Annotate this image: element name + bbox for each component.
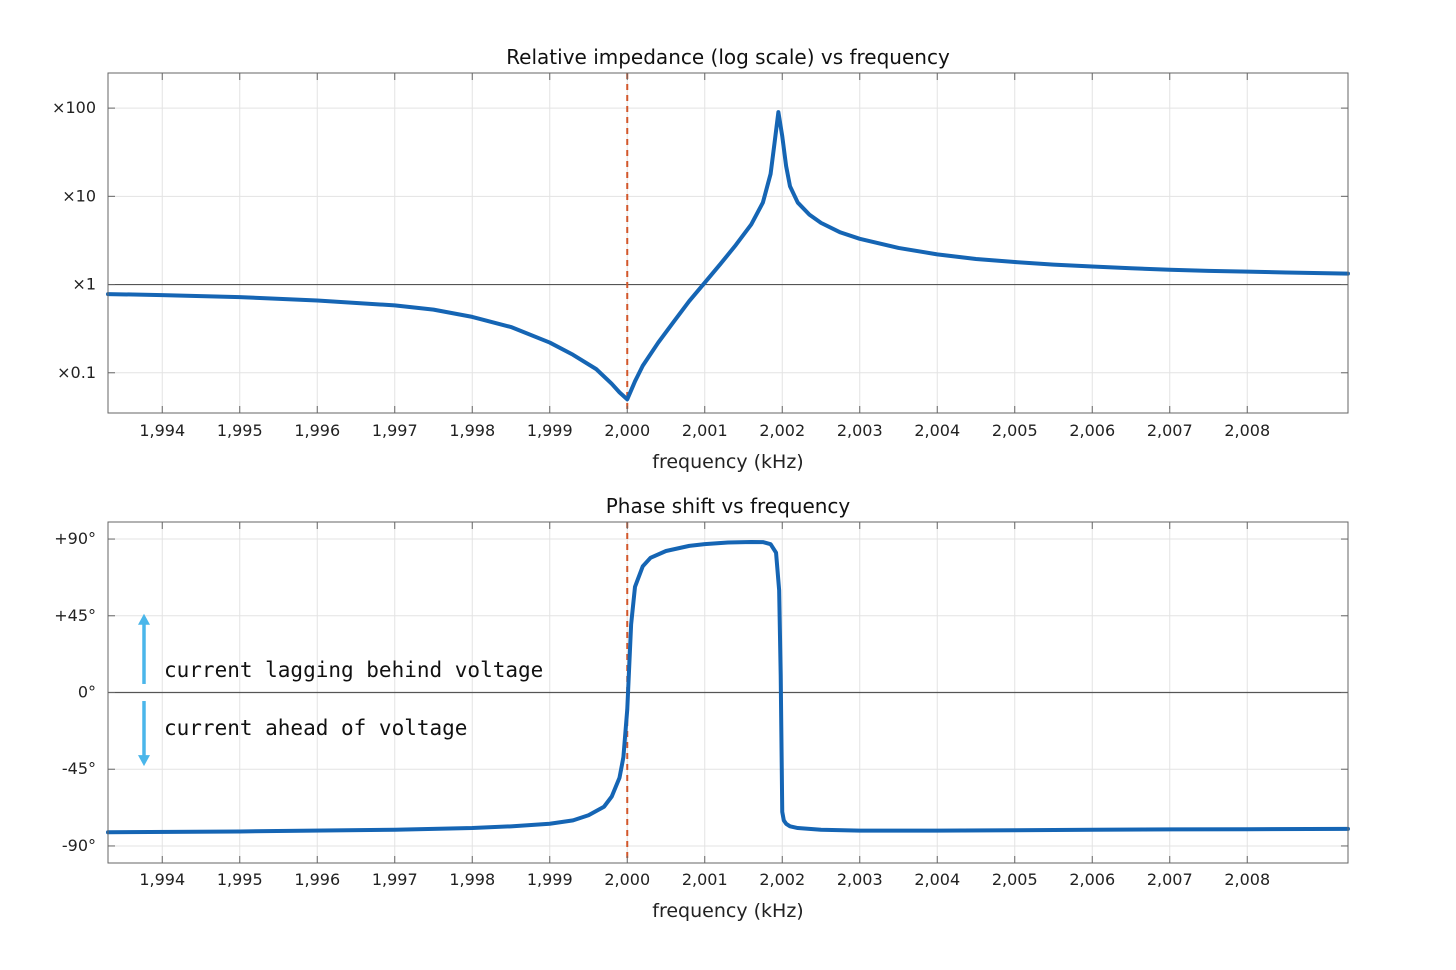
impedance-ticks: 1,994 1,995 1,996 1,997 1,998 1,999 2,000 2,001… — [52, 73, 1348, 440]
x-tick-label: 1,995 — [217, 421, 263, 440]
y-tick-label: ×10 — [62, 186, 96, 205]
phase-annotations: current lagging behind voltage current a… — [138, 613, 543, 767]
x-tick-label: 2,008 — [1224, 870, 1270, 889]
x-tick-label: 2,000 — [604, 421, 650, 440]
x-tick-label: 1,997 — [372, 870, 418, 889]
y-tick-label: ×0.1 — [57, 363, 96, 382]
x-tick-label: 2,001 — [682, 421, 728, 440]
y-tick-label: 0° — [78, 683, 96, 702]
y-tick-label: +45° — [54, 606, 96, 625]
series-line — [106, 539, 1350, 835]
x-tick-label: 2,002 — [759, 870, 805, 889]
phase-chart: 1,994 1,995 1,996 1,997 1,998 1,999 2,000 2,001… — [54, 494, 1350, 922]
x-tick-label: 2,007 — [1147, 870, 1193, 889]
x-tick-label: 2,004 — [914, 870, 960, 889]
x-tick-label: 1,998 — [449, 870, 495, 889]
x-tick-label: 1,998 — [449, 421, 495, 440]
phase-x-axis-label: frequency (kHz) — [652, 900, 803, 922]
y-tick-label: ×1 — [72, 275, 96, 294]
x-tick-label: 2,002 — [759, 421, 805, 440]
y-tick-label: +90° — [54, 529, 96, 548]
impedance-series — [106, 110, 1350, 402]
x-tick-label: 2,003 — [837, 421, 883, 440]
y-tick-label: ×100 — [52, 98, 96, 117]
x-tick-label: 2,001 — [682, 870, 728, 889]
x-tick-label: 2,005 — [992, 870, 1038, 889]
impedance-chart-title: Relative impedance (log scale) vs freque… — [506, 45, 950, 69]
x-tick-label: 2,003 — [837, 870, 883, 889]
x-tick-label: 1,996 — [294, 870, 340, 889]
x-tick-label: 1,996 — [294, 421, 340, 440]
arrow-head-icon — [138, 613, 150, 625]
x-tick-label: 1,999 — [527, 870, 573, 889]
impedance-plot-frame — [107, 72, 1349, 414]
x-tick-label: 2,007 — [1147, 421, 1193, 440]
x-tick-label: 1,997 — [372, 421, 418, 440]
x-tick-label: 1,994 — [139, 421, 185, 440]
phase-ticks: 1,994 1,995 1,996 1,997 1,998 1,999 2,000 2,001… — [54, 522, 1348, 889]
x-tick-label: 2,005 — [992, 421, 1038, 440]
annotation-current-ahead: current ahead of voltage — [164, 716, 467, 740]
annotation-current-lagging: current lagging behind voltage — [164, 658, 543, 682]
phase-chart-title: Phase shift vs frequency — [606, 494, 851, 518]
y-tick-label: -90° — [62, 836, 96, 855]
x-tick-label: 2,004 — [914, 421, 960, 440]
impedance-grid — [108, 73, 1348, 413]
x-tick-label: 2,008 — [1224, 421, 1270, 440]
x-tick-label: 1,995 — [217, 870, 263, 889]
x-tick-label: 1,999 — [527, 421, 573, 440]
arrow-head-icon — [138, 755, 150, 767]
impedance-x-axis-label: frequency (kHz) — [652, 451, 803, 473]
phase-series — [106, 539, 1350, 835]
x-tick-label: 2,000 — [604, 870, 650, 889]
series-line — [106, 110, 1350, 402]
x-tick-label: 1,994 — [139, 870, 185, 889]
y-tick-label: -45° — [62, 759, 96, 778]
impedance-plot-area — [108, 73, 1348, 413]
x-tick-label: 2,006 — [1069, 421, 1115, 440]
impedance-chart: 1,994 1,995 1,996 1,997 1,998 1,999 2,000 2,001… — [52, 45, 1350, 473]
x-tick-label: 2,006 — [1069, 870, 1115, 889]
